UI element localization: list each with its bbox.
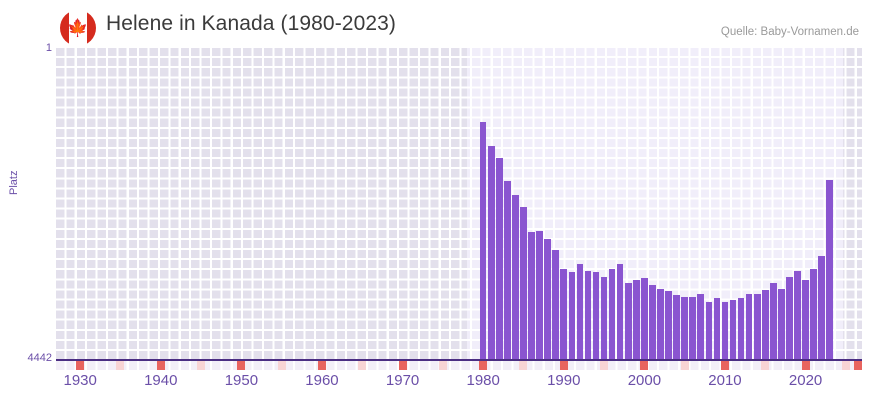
bar xyxy=(737,298,745,360)
flag-right-band xyxy=(87,10,96,46)
bar xyxy=(495,157,503,360)
bar xyxy=(641,278,648,360)
bar xyxy=(592,272,600,360)
bar xyxy=(689,297,697,360)
bar xyxy=(576,264,584,360)
bar xyxy=(504,180,511,360)
x-axis-tick-label: 2000 xyxy=(627,372,662,389)
decade-tick-marker xyxy=(156,361,165,370)
halfdecade-tick-marker xyxy=(116,361,125,370)
y-axis-labels: 1 4442 xyxy=(0,0,52,402)
canada-flag-icon: 🍁 xyxy=(60,10,96,46)
bar xyxy=(624,283,632,360)
x-axis-tick-label: 1930 xyxy=(63,372,97,389)
decade-tick-marker xyxy=(720,361,729,370)
halfdecade-tick-marker xyxy=(761,361,770,370)
bar xyxy=(600,276,608,360)
y-axis-top-tick: 1 xyxy=(45,42,52,54)
halfdecade-tick-marker xyxy=(358,361,367,370)
y-axis-title: Platz xyxy=(8,170,20,195)
halfdecade-tick-marker xyxy=(600,361,609,370)
halfdecade-tick-marker xyxy=(519,361,528,370)
bar xyxy=(818,255,825,360)
x-axis-tick-label: 1970 xyxy=(385,372,420,389)
bar xyxy=(665,291,672,360)
bar xyxy=(479,121,487,360)
bar xyxy=(721,302,729,360)
bar xyxy=(536,230,543,360)
bar xyxy=(633,279,640,360)
bar xyxy=(584,271,592,360)
bar xyxy=(810,269,817,360)
bar xyxy=(520,207,527,360)
bar xyxy=(657,288,664,360)
bar xyxy=(608,269,616,360)
decade-tick-marker xyxy=(76,361,85,370)
halfdecade-tick-marker xyxy=(841,361,850,370)
flag-left-band xyxy=(60,10,69,46)
bar xyxy=(729,300,737,360)
bar xyxy=(705,302,713,360)
bar xyxy=(568,272,576,360)
bar-series xyxy=(56,48,862,360)
halfdecade-tick-marker xyxy=(438,361,447,370)
decade-tick-marker xyxy=(479,361,488,370)
bar xyxy=(681,296,688,360)
x-axis-tick-label: 1940 xyxy=(144,372,178,389)
x-axis-line xyxy=(56,359,862,361)
bar xyxy=(544,239,551,360)
bar xyxy=(649,285,656,360)
halfdecade-tick-marker xyxy=(680,361,689,370)
bar xyxy=(552,249,559,360)
bar xyxy=(528,232,535,360)
x-axis-tick-label: 2010 xyxy=(708,372,742,389)
page-title: Helene in Kanada (1980-2023) xyxy=(106,12,397,35)
bar xyxy=(697,293,705,360)
x-axis-tick-label: 1960 xyxy=(305,372,339,389)
decade-tick-marker xyxy=(317,361,326,370)
bar xyxy=(761,290,769,360)
bar xyxy=(512,194,519,360)
x-axis-tick-label: 2020 xyxy=(788,372,823,389)
halfdecade-tick-marker xyxy=(197,361,206,370)
decade-tick-marker xyxy=(237,361,246,370)
bar xyxy=(826,180,834,360)
bar xyxy=(770,283,777,360)
x-axis-tick-band xyxy=(56,361,862,370)
halfdecade-tick-marker xyxy=(277,361,286,370)
bar xyxy=(487,145,495,360)
bar xyxy=(673,295,680,360)
plot-area xyxy=(56,48,862,360)
bar xyxy=(753,293,761,360)
decade-tick-marker xyxy=(801,361,810,370)
source-attribution: Quelle: Baby-Vornamen.de xyxy=(720,26,859,38)
bar xyxy=(786,276,793,360)
bar xyxy=(802,279,809,360)
decade-tick-marker xyxy=(640,361,649,370)
x-axis-tick-label: 1950 xyxy=(224,372,259,389)
bar xyxy=(560,269,568,360)
decade-tick-marker xyxy=(398,361,407,370)
bar xyxy=(713,298,721,360)
x-axis-tick-label: 1990 xyxy=(547,372,581,389)
x-axis-tick-label: 1980 xyxy=(466,372,500,389)
bar xyxy=(778,288,785,360)
decade-tick-marker xyxy=(559,361,568,370)
maple-leaf-icon: 🍁 xyxy=(67,18,89,38)
bar xyxy=(794,271,801,360)
axis-end-marker xyxy=(854,361,862,370)
tick-band-grid xyxy=(56,361,862,370)
y-axis-bottom-tick: 4442 xyxy=(27,352,52,364)
bar xyxy=(616,264,624,360)
bar xyxy=(745,293,753,360)
